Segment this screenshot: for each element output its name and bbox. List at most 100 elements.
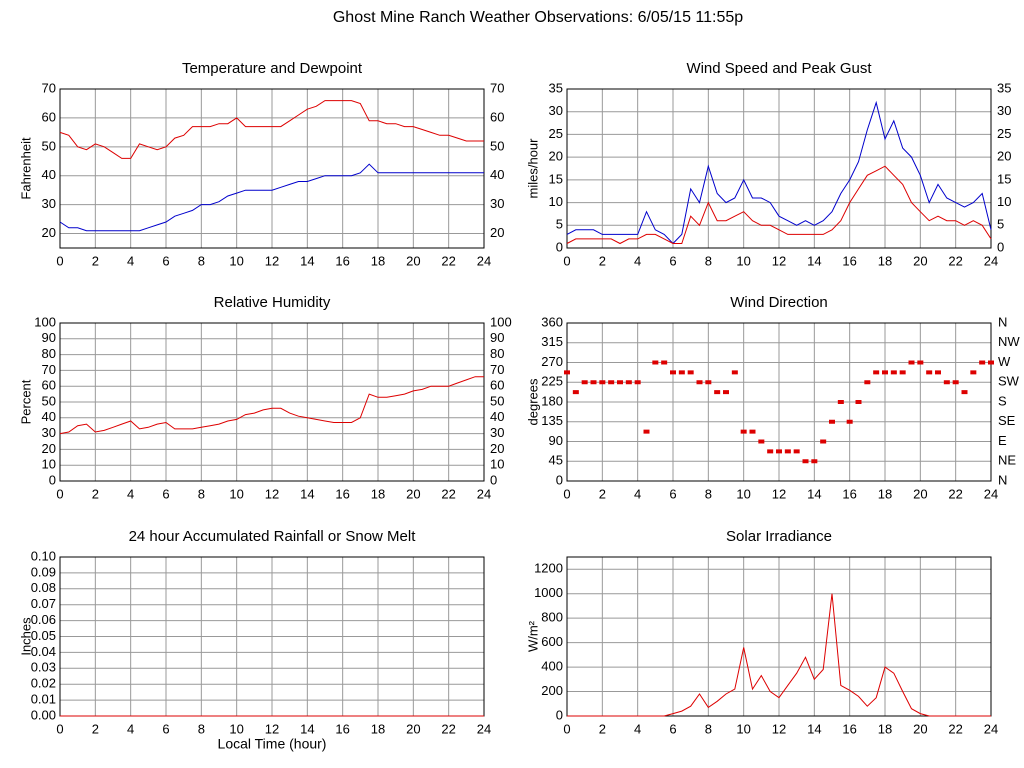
y-tick-label: 20 [42, 225, 56, 240]
y-tick-label-right: 80 [490, 346, 504, 361]
data-point [696, 380, 703, 385]
x-tick-label: 4 [634, 253, 641, 268]
y-tick-label-right: 15 [997, 171, 1011, 186]
y2-tick-label: NW [998, 334, 1020, 349]
y-tick-label: 0.07 [31, 596, 56, 611]
data-point [943, 380, 950, 385]
x-tick-label: 16 [842, 721, 856, 736]
data-line [59, 100, 484, 159]
x-tick-label: 2 [599, 721, 606, 736]
data-line [566, 165, 992, 245]
y-tick-label-right: 10 [490, 457, 504, 472]
x-tick-label: 22 [441, 486, 455, 501]
x-tick-label: 10 [736, 253, 750, 268]
data-point [749, 429, 756, 434]
x-tick-label: 6 [669, 486, 676, 501]
y-tick-label-right: 0 [490, 472, 497, 487]
x-tick-label: 22 [948, 253, 962, 268]
y-tick-label: 0.04 [31, 644, 56, 659]
chart-title: Wind Direction [730, 294, 828, 311]
data-point [908, 360, 915, 365]
data-point [740, 429, 747, 434]
x-tick-label: 12 [265, 253, 279, 268]
x-tick-label: 22 [441, 253, 455, 268]
x-tick-label: 4 [634, 486, 641, 501]
y-axis-label: Percent [18, 379, 33, 424]
chart-title: 24 hour Accumulated Rainfall or Snow Mel… [129, 528, 417, 545]
y-axis-label: Inches [18, 617, 33, 656]
data-point [625, 380, 632, 385]
data-point [617, 380, 623, 385]
y2-tick-label: NE [998, 453, 1016, 468]
y-tick-label-right: 70 [490, 362, 504, 377]
data-point [723, 390, 729, 395]
y-tick-label: 315 [541, 334, 563, 349]
x-tick-label: 20 [913, 486, 927, 501]
y-axis-label: W/m² [525, 620, 540, 652]
y-tick-label: 800 [541, 610, 563, 625]
y-tick-label: 70 [42, 80, 56, 95]
y-tick-label: 0.05 [31, 628, 56, 643]
x-tick-label: 4 [127, 721, 134, 736]
data-point [802, 459, 809, 464]
y-tick-label-right: 30 [997, 103, 1011, 118]
data-point [643, 429, 650, 434]
chart-title: Temperature and Dewpoint [182, 60, 363, 77]
y-tick-label: 10 [42, 457, 56, 472]
data-point [961, 390, 968, 395]
y-tick-label-right: 10 [997, 194, 1011, 209]
y-tick-label: 15 [549, 171, 563, 186]
data-point [687, 370, 694, 375]
x-tick-label: 4 [634, 721, 641, 736]
x-tick-label: 20 [406, 486, 420, 501]
data-point [899, 370, 906, 375]
x-tick-label: 14 [300, 486, 314, 501]
y-tick-label: 60 [42, 378, 56, 393]
data-point [820, 439, 827, 444]
y-tick-label: 0 [49, 472, 56, 487]
data-line [59, 163, 484, 232]
x-tick-label: 10 [229, 486, 243, 501]
plot-frame [566, 556, 992, 717]
y-tick-label: 20 [42, 441, 56, 456]
y-tick-label: 5 [556, 217, 563, 232]
data-point [678, 370, 685, 375]
data-point [935, 370, 941, 375]
data-point [811, 459, 818, 464]
y-tick-label: 0.09 [31, 564, 56, 579]
y2-tick-label: SE [998, 413, 1016, 428]
y-axis-label: miles/hour [525, 138, 540, 199]
data-point [705, 380, 712, 385]
x-tick-label: 18 [371, 486, 385, 501]
x-tick-label: 20 [406, 721, 420, 736]
x-tick-label: 24 [477, 253, 491, 268]
y-tick-label: 360 [541, 314, 563, 329]
x-tick-label: 22 [441, 721, 455, 736]
x-tick-label: 24 [477, 721, 491, 736]
x-tick-label: 2 [92, 253, 99, 268]
x-tick-label: 0 [563, 253, 570, 268]
x-tick-label: 18 [371, 721, 385, 736]
y2-tick-label: W [998, 354, 1011, 369]
x-tick-label: 6 [162, 486, 169, 501]
x-tick-label: 12 [265, 486, 279, 501]
page-title: Ghost Mine Ranch Weather Observations: 6… [333, 9, 743, 26]
y-tick-label: 40 [42, 167, 56, 182]
y-tick-label-right: 70 [490, 80, 504, 95]
x-tick-label: 6 [669, 721, 676, 736]
x-tick-label: 0 [56, 486, 63, 501]
x-tick-label: 6 [162, 721, 169, 736]
y-tick-label: 0.08 [31, 580, 56, 595]
x-tick-label: 20 [406, 253, 420, 268]
data-point [572, 390, 579, 395]
x-tick-label: 22 [948, 721, 962, 736]
y-tick-label-right: 20 [490, 225, 504, 240]
x-tick-label: 16 [335, 253, 349, 268]
plot-frame [566, 88, 992, 249]
x-tick-label: 0 [563, 486, 570, 501]
x-tick-label: 0 [56, 721, 63, 736]
y-tick-label: 1200 [534, 561, 563, 576]
x-tick-label: 14 [807, 486, 821, 501]
x-tick-label: 24 [984, 721, 998, 736]
